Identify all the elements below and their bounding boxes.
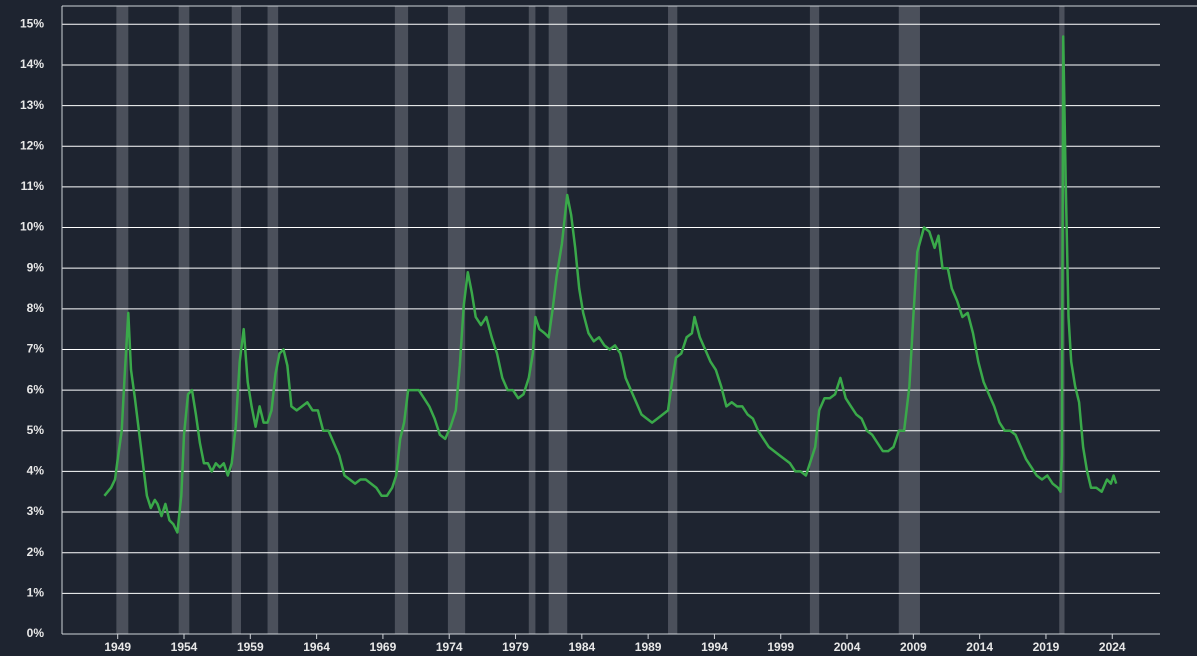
- y-tick-label: 6%: [27, 382, 45, 396]
- recession-band: [898, 6, 920, 634]
- x-tick-label: 2004: [834, 640, 861, 654]
- recession-band: [447, 6, 466, 634]
- y-tick-label: 10%: [20, 220, 44, 234]
- x-tick-label: 2019: [1033, 640, 1060, 654]
- y-tick-label: 1%: [27, 586, 45, 600]
- y-tick-label: 8%: [27, 301, 45, 315]
- y-tick-label: 11%: [21, 179, 45, 193]
- y-tick-label: 14%: [20, 57, 44, 71]
- x-tick-label: 1964: [303, 640, 330, 654]
- y-tick-label: 2%: [27, 545, 45, 559]
- x-tick-label: 1984: [568, 640, 595, 654]
- y-tick-label: 13%: [20, 98, 44, 112]
- recession-band: [116, 6, 129, 634]
- x-tick-label: 1959: [237, 640, 264, 654]
- x-tick-label: 1974: [436, 640, 463, 654]
- y-tick-label: 7%: [27, 342, 45, 356]
- x-tick-label: 2009: [900, 640, 927, 654]
- y-tick-label: 9%: [27, 260, 45, 274]
- y-tick-label: 5%: [27, 423, 45, 437]
- recession-band: [394, 6, 409, 634]
- x-tick-label: 2024: [1099, 640, 1126, 654]
- recession-band: [231, 6, 242, 634]
- recession-band: [548, 6, 568, 634]
- x-tick-label: 1989: [635, 640, 662, 654]
- recession-band: [809, 6, 820, 634]
- data-line: [103, 35, 1118, 534]
- x-tick-label: 1994: [701, 640, 728, 654]
- y-tick-label: 12%: [20, 138, 44, 152]
- x-tick-label: 1949: [104, 640, 131, 654]
- x-tick-label: 1969: [370, 640, 397, 654]
- y-tick-label: 0%: [27, 626, 45, 640]
- y-tick-label: 15%: [20, 16, 44, 30]
- x-tick-label: 1954: [171, 640, 198, 654]
- x-tick-label: 2014: [966, 640, 993, 654]
- recession-band: [267, 6, 279, 634]
- recession-band: [178, 6, 190, 634]
- x-tick-label: 1979: [502, 640, 529, 654]
- y-tick-label: 4%: [27, 464, 45, 478]
- x-tick-label: 1999: [767, 640, 794, 654]
- y-tick-label: 3%: [27, 504, 45, 518]
- recession-band: [668, 6, 678, 634]
- recession-band: [528, 6, 536, 634]
